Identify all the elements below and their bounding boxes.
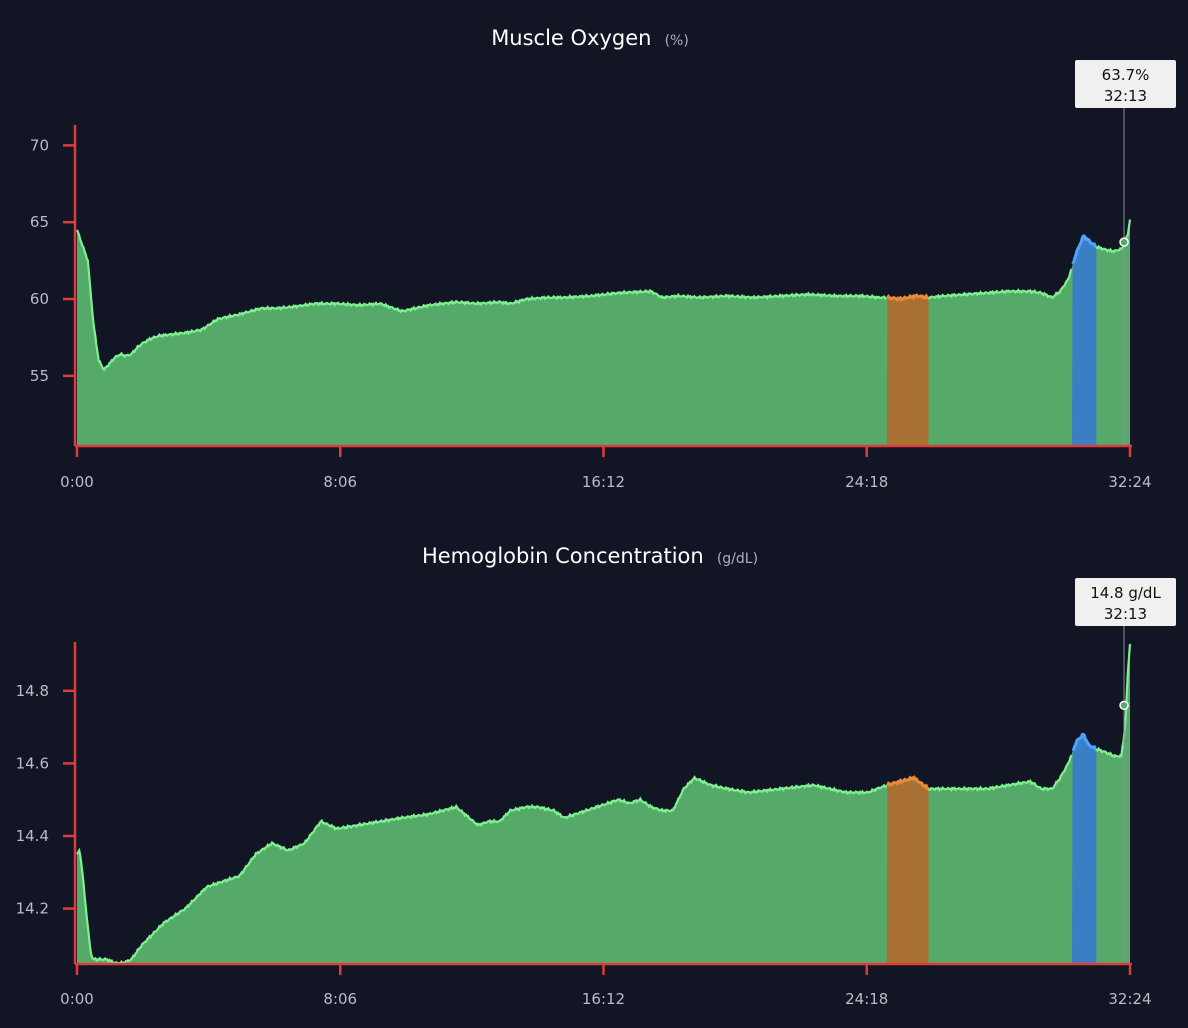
tooltip-time: 32:13	[1104, 605, 1147, 623]
tooltip-value: 14.8 g/dL	[1090, 584, 1161, 602]
muscle-oxygen-chart: Muscle Oxygen (%) 55 60 65 70 0:00 8:06 16:12 2…	[30, 26, 1176, 491]
series-line	[75, 229, 887, 372]
y-tick-label: 14.2	[16, 900, 49, 918]
series-line	[927, 754, 1073, 792]
value-tooltip: 14.8 g/dL 32:13	[1075, 578, 1176, 626]
series-area	[77, 219, 1130, 445]
blue-zone-line	[1071, 732, 1097, 752]
x-tick-label: 8:06	[323, 473, 357, 491]
x-tick-label: 16:12	[582, 473, 625, 491]
tooltip-value: 63.7%	[1102, 66, 1150, 84]
y-tick-label: 70	[30, 136, 49, 154]
hemoglobin-chart: Hemoglobin Concentration (g/dL) 14.2 14.4…	[16, 544, 1176, 1008]
orange-zone-area	[886, 295, 929, 445]
value-tooltip: 63.7% 32:13	[1075, 60, 1176, 108]
y-tick-label: 14.4	[16, 827, 49, 845]
y-tick-label: 14.8	[16, 682, 49, 700]
x-tick-label: 32:24	[1108, 473, 1151, 491]
orange-zone-line	[885, 774, 930, 791]
blue-zone-area	[1072, 734, 1097, 963]
orange-zone-line	[886, 293, 929, 303]
muscle-oxygen-title: Muscle Oxygen (%)	[491, 26, 689, 50]
blue-zone-area	[1072, 236, 1097, 445]
blue-zone-line	[1071, 234, 1097, 265]
tooltip-time: 32:13	[1104, 87, 1147, 105]
series-line	[76, 775, 888, 966]
y-tick-label: 65	[30, 213, 49, 231]
x-tick-label: 32:24	[1108, 990, 1151, 1008]
x-tick-label: 16:12	[582, 990, 625, 1008]
y-tick-label: 14.6	[16, 754, 49, 772]
hemoglobin-title: Hemoglobin Concentration (g/dL)	[422, 544, 758, 568]
x-tick-label: 0:00	[60, 473, 94, 491]
x-tick-label: 24:18	[845, 990, 888, 1008]
series-line	[927, 268, 1073, 301]
series-area	[77, 644, 1130, 964]
x-tick-label: 8:06	[323, 990, 357, 1008]
y-tick-label: 55	[30, 367, 49, 385]
x-tick-label: 0:00	[60, 990, 94, 1008]
x-tick-label: 24:18	[845, 473, 888, 491]
y-tick-label: 60	[30, 290, 49, 308]
cursor-marker	[1119, 237, 1129, 247]
cursor-marker	[1119, 700, 1129, 711]
tooltip-box	[1075, 60, 1176, 108]
tooltip-box	[1075, 578, 1176, 626]
orange-zone-area	[886, 777, 929, 963]
